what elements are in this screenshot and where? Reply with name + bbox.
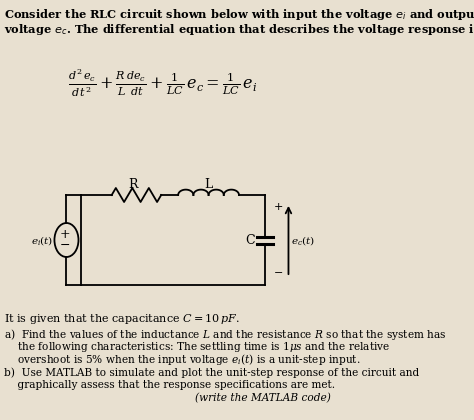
Text: +: +: [274, 202, 283, 212]
Text: R: R: [128, 178, 137, 191]
Text: $\frac{d^2\,e_c}{d\,t^2}+\frac{R\,de_c}{L\;\,dt}+\frac{1}{LC}\,e_c=\frac{1}{LC}\: $\frac{d^2\,e_c}{d\,t^2}+\frac{R\,de_c}{…: [68, 68, 257, 100]
Text: −: −: [274, 268, 283, 278]
Text: (write the MATLAB code): (write the MATLAB code): [195, 393, 331, 403]
Text: C: C: [246, 234, 255, 247]
Text: the following characteristics: The settling time is $1\mu s$ and the relative: the following characteristics: The settl…: [4, 339, 391, 354]
Text: L: L: [204, 178, 213, 191]
Text: −: −: [60, 239, 70, 252]
Text: voltage $e_c$. The differential equation that describes the voltage response is:: voltage $e_c$. The differential equation…: [4, 22, 474, 37]
Text: It is given that the capacitance $C = 10\,pF$.: It is given that the capacitance $C = 10…: [4, 312, 240, 326]
Text: $e_i(t)$: $e_i(t)$: [31, 234, 53, 247]
Text: overshoot is 5% when the input voltage $e_i(t)$ is a unit-step input.: overshoot is 5% when the input voltage $…: [4, 352, 361, 367]
Text: $e_c(t)$: $e_c(t)$: [292, 234, 315, 247]
Text: +: +: [60, 228, 70, 241]
Text: graphically assess that the response specifications are met.: graphically assess that the response spe…: [4, 380, 336, 390]
Text: a)  Find the values of the inductance $L$ and the resistance $R$ so that the sys: a) Find the values of the inductance $L$…: [4, 327, 447, 342]
Text: Consider the RLC circuit shown below with input the voltage $e_i$ and output the: Consider the RLC circuit shown below wit…: [4, 7, 474, 22]
Text: b)  Use MATLAB to simulate and plot the unit-step response of the circuit and: b) Use MATLAB to simulate and plot the u…: [4, 368, 419, 378]
